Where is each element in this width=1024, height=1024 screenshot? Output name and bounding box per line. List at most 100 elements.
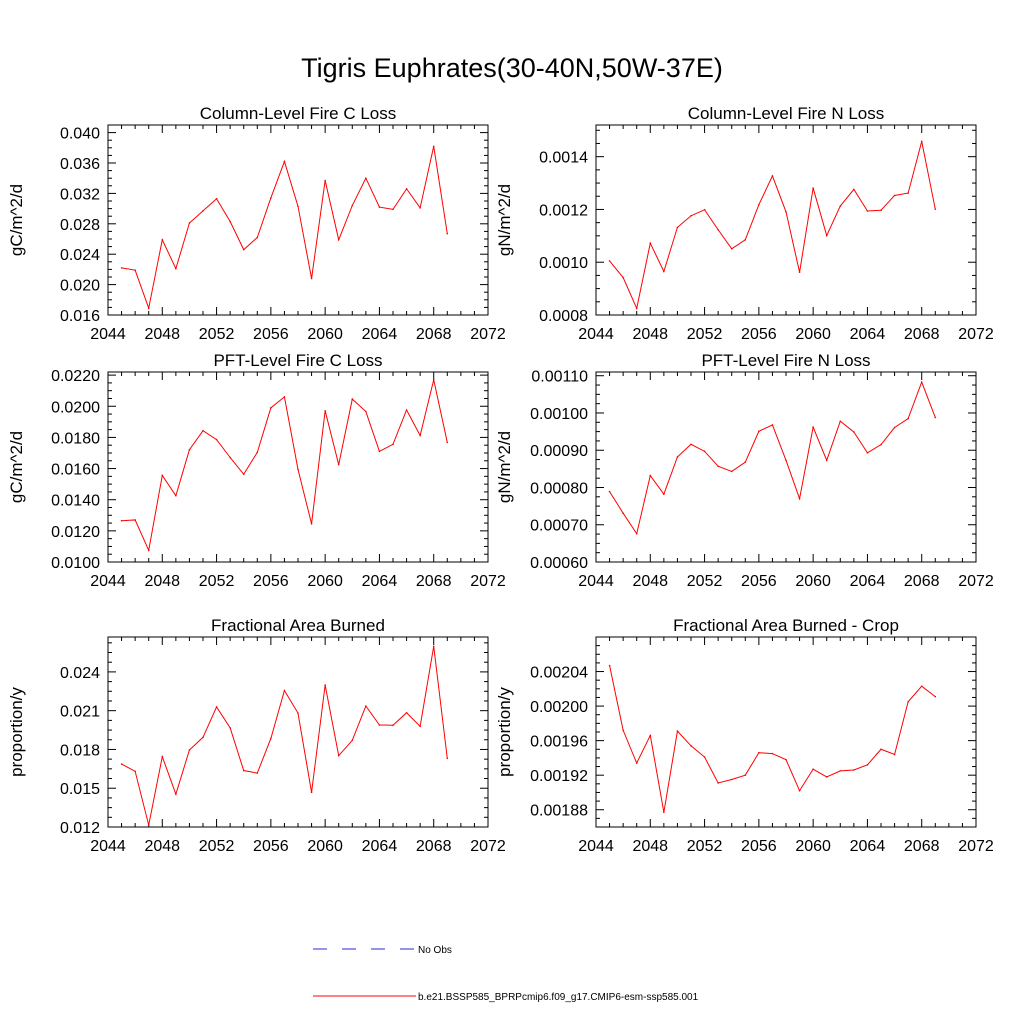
y-tick-label: 0.00070 xyxy=(530,518,588,535)
x-tick-label: 2060 xyxy=(307,326,343,343)
data-point xyxy=(446,441,449,444)
data-point xyxy=(405,711,408,714)
data-point xyxy=(730,778,733,781)
data-point xyxy=(378,724,381,726)
y-tick-label: 0.00204 xyxy=(530,665,588,682)
chart-panel-5: Fractional Area Burned proportion/y 2044 20… xyxy=(7,616,506,855)
x-tick-label: 2064 xyxy=(850,326,886,343)
data-point xyxy=(215,438,218,441)
y-tick-label: 0.024 xyxy=(60,247,100,264)
x-tick-label: 2044 xyxy=(578,326,614,343)
data-point xyxy=(880,443,882,446)
x-tick-label: 2060 xyxy=(795,573,831,590)
x-tick-label: 2048 xyxy=(144,573,180,590)
x-tick-label: 2068 xyxy=(904,326,940,343)
x-tick-label: 2048 xyxy=(632,573,668,590)
data-point xyxy=(365,410,367,413)
data-point xyxy=(446,232,449,235)
y-tick-label: 0.0180 xyxy=(51,430,100,447)
y-tick-label: 0.015 xyxy=(60,781,100,798)
data-point xyxy=(202,736,204,739)
x-tick-label: 2072 xyxy=(470,838,506,855)
data-point xyxy=(853,769,855,771)
data-point xyxy=(229,727,231,729)
data-point xyxy=(703,450,706,453)
data-point xyxy=(147,549,150,552)
data-point xyxy=(229,456,231,459)
data-point xyxy=(717,228,719,231)
x-tick-label: 2048 xyxy=(144,326,180,343)
data-point xyxy=(717,465,719,468)
data-point xyxy=(392,208,394,211)
x-tick-label: 2052 xyxy=(687,326,723,343)
data-point xyxy=(337,754,340,757)
data-point xyxy=(310,277,313,280)
data-point xyxy=(920,140,923,143)
data-point xyxy=(147,307,150,309)
data-point xyxy=(310,523,313,525)
y-axis-label: gN/m^2/d xyxy=(495,431,514,503)
y-tick-label: 0.0220 xyxy=(51,368,100,385)
data-point xyxy=(622,512,624,514)
x-tick-label: 2056 xyxy=(741,838,777,855)
data-point xyxy=(934,208,937,210)
y-tick-label: 0.0014 xyxy=(539,150,588,167)
y-tick-label: 0.0012 xyxy=(539,202,588,219)
data-point xyxy=(608,490,611,493)
data-point xyxy=(690,214,692,217)
chart-panel-1: Column-Level Fire C Loss gC/m^2/d 2044 2048… xyxy=(7,104,506,343)
data-point xyxy=(432,145,435,148)
data-point xyxy=(649,474,652,477)
data-point xyxy=(120,519,123,522)
data-point xyxy=(337,238,340,241)
y-tick-label: 0.036 xyxy=(60,156,100,173)
y-tick-label: 0.018 xyxy=(60,742,100,759)
data-point xyxy=(134,269,136,271)
data-point xyxy=(798,271,801,274)
x-tick-label: 2056 xyxy=(741,326,777,343)
x-tick-label: 2052 xyxy=(199,326,235,343)
data-point xyxy=(215,197,218,200)
y-axis-label: proportion/y xyxy=(7,687,26,777)
x-tick-label: 2060 xyxy=(307,573,343,590)
y-tick-label: 0.00192 xyxy=(530,768,588,785)
data-point xyxy=(229,220,231,223)
panels-group: Column-Level Fire C Loss gC/m^2/d 2044 2048… xyxy=(7,104,994,855)
data-point xyxy=(771,175,774,177)
x-tick-label: 2072 xyxy=(470,326,506,343)
y-tick-label: 0.0100 xyxy=(51,555,100,572)
data-point xyxy=(446,757,449,760)
data-point xyxy=(432,378,435,381)
data-point xyxy=(785,459,787,462)
data-point xyxy=(812,187,814,189)
figure-title: Tigris Euphrates(30-40N,50W-37E) xyxy=(301,53,723,83)
x-tick-label: 2056 xyxy=(253,838,289,855)
data-point xyxy=(893,753,896,756)
data-point xyxy=(324,409,326,412)
y-tick-label: 0.0160 xyxy=(51,462,100,479)
data-point xyxy=(866,764,869,766)
data-point xyxy=(161,755,164,758)
x-tick-label: 2068 xyxy=(416,573,452,590)
panel-title: Column-Level Fire C Loss xyxy=(200,104,397,123)
data-point xyxy=(622,729,624,732)
data-point xyxy=(649,242,652,245)
y-tick-label: 0.024 xyxy=(60,665,100,682)
data-point xyxy=(866,452,869,454)
data-point xyxy=(392,724,394,727)
data-point xyxy=(676,730,679,732)
data-point xyxy=(202,210,204,212)
data-point xyxy=(825,776,828,778)
data-point xyxy=(771,424,774,426)
x-tick-label: 2068 xyxy=(904,838,940,855)
data-point xyxy=(934,416,937,419)
data-point xyxy=(730,247,733,250)
data-point xyxy=(744,774,747,776)
data-point xyxy=(351,739,354,742)
data-point xyxy=(703,756,706,758)
y-tick-label: 0.028 xyxy=(60,217,100,234)
y-tick-label: 0.012 xyxy=(60,820,100,837)
data-point xyxy=(812,768,814,770)
x-tick-label: 2064 xyxy=(850,838,886,855)
data-point xyxy=(907,417,909,420)
